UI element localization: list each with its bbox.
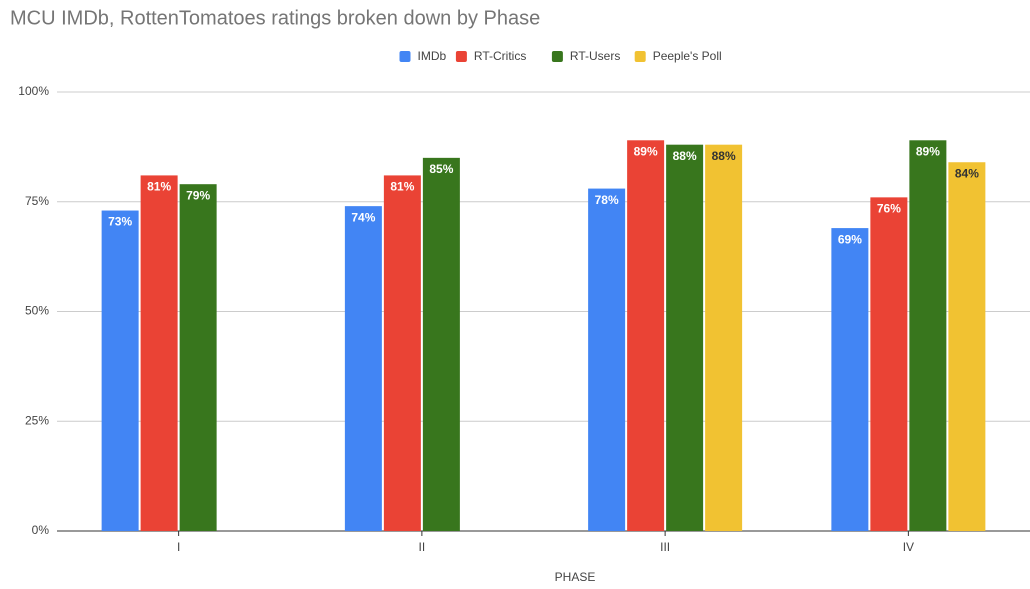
bar xyxy=(627,140,665,532)
value-label: 81% xyxy=(147,180,171,194)
bar xyxy=(140,175,178,531)
y-tick-label: 50% xyxy=(25,304,49,318)
value-label: 74% xyxy=(351,210,375,224)
legend-label: IMDb xyxy=(418,49,447,63)
bar xyxy=(666,144,704,531)
value-label: 89% xyxy=(634,144,658,158)
bar xyxy=(383,175,421,531)
bar xyxy=(870,197,908,532)
y-tick-label: 0% xyxy=(32,523,50,537)
value-label: 88% xyxy=(673,149,697,163)
bar xyxy=(705,144,743,531)
legend-label: RT-Users xyxy=(570,49,620,63)
y-tick-label: 75% xyxy=(25,194,49,208)
chart-title: MCU IMDb, RottenTomatoes ratings broken … xyxy=(10,7,540,29)
bar xyxy=(588,188,626,531)
bar xyxy=(909,140,947,532)
x-tick-label: III xyxy=(660,540,670,554)
value-label: 69% xyxy=(838,232,862,246)
y-tick-label: 100% xyxy=(18,84,49,98)
value-label: 79% xyxy=(186,188,210,202)
x-tick-label: II xyxy=(419,540,426,554)
bar xyxy=(179,184,217,531)
bar xyxy=(422,157,460,531)
legend-swatch xyxy=(455,51,467,62)
bar xyxy=(948,162,986,532)
value-label: 88% xyxy=(712,149,736,163)
bar xyxy=(101,210,139,531)
value-label: 76% xyxy=(877,202,901,216)
legend-swatch xyxy=(634,51,646,62)
bar xyxy=(831,228,869,531)
x-tick-label: I xyxy=(177,540,180,554)
legend-label: RT-Critics xyxy=(474,49,526,63)
legend-swatch xyxy=(551,51,563,62)
value-label: 84% xyxy=(955,166,979,180)
bar xyxy=(344,206,382,531)
legend-label: Peeple's Poll xyxy=(653,49,722,63)
y-tick-label: 25% xyxy=(25,413,49,427)
value-label: 89% xyxy=(916,144,940,158)
value-label: 85% xyxy=(429,162,453,176)
value-label: 73% xyxy=(108,215,132,229)
x-tick-label: IV xyxy=(903,540,914,554)
value-label: 81% xyxy=(390,180,414,194)
x-axis-title: PHASE xyxy=(555,570,596,584)
value-label: 78% xyxy=(595,193,619,207)
legend-swatch xyxy=(399,51,411,62)
